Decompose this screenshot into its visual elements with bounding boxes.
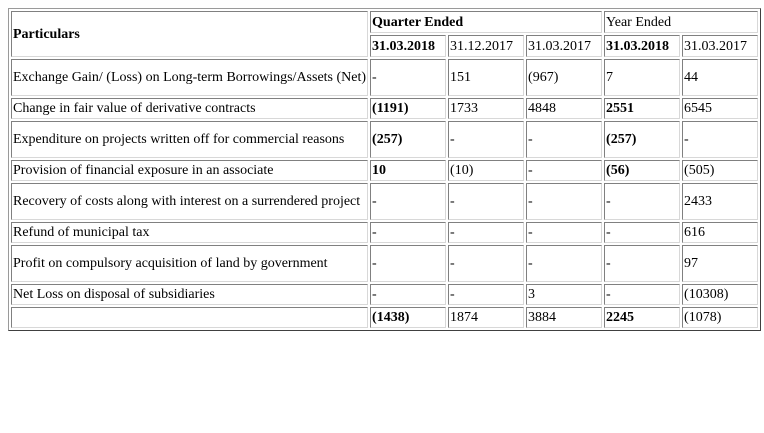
table-row: Provision of financial exposure in an as… — [11, 160, 759, 181]
value-cell: - — [448, 222, 525, 243]
value-cell: - — [370, 284, 447, 305]
date-header: 31.03.2018 — [604, 35, 681, 57]
value-cell: 1733 — [448, 98, 525, 119]
total-cell: (1078) — [682, 307, 759, 328]
value-cell: (10) — [448, 160, 525, 181]
total-cell: 1874 — [448, 307, 525, 328]
value-cell: - — [448, 245, 525, 282]
value-cell: 2551 — [604, 98, 681, 119]
value-cell: - — [526, 245, 603, 282]
value-cell: - — [604, 245, 681, 282]
value-cell: 2433 — [682, 183, 759, 220]
value-cell: 97 — [682, 245, 759, 282]
date-header: 31.03.2018 — [370, 35, 447, 57]
value-cell: - — [604, 222, 681, 243]
value-cell: - — [370, 222, 447, 243]
value-cell: 44 — [682, 59, 759, 96]
value-cell: - — [448, 183, 525, 220]
value-cell: - — [370, 59, 447, 96]
value-cell: - — [682, 121, 759, 158]
value-cell: 6545 — [682, 98, 759, 119]
row-label: Provision of financial exposure in an as… — [11, 160, 369, 181]
table-row: Net Loss on disposal of subsidiaries - -… — [11, 284, 759, 305]
total-row: (1438) 1874 3884 2245 (1078) — [11, 307, 759, 328]
row-label: Refund of municipal tax — [11, 222, 369, 243]
value-cell: 7 — [604, 59, 681, 96]
table-row: Refund of municipal tax - - - - 616 — [11, 222, 759, 243]
value-cell: - — [370, 183, 447, 220]
date-header: 31.03.2017 — [682, 35, 759, 57]
value-cell: - — [370, 245, 447, 282]
value-cell: (505) — [682, 160, 759, 181]
value-cell: (967) — [526, 59, 603, 96]
row-label: Recovery of costs along with interest on… — [11, 183, 369, 220]
year-ended-header: Year Ended — [604, 11, 759, 33]
row-label: Net Loss on disposal of subsidiaries — [11, 284, 369, 305]
total-cell: (1438) — [370, 307, 447, 328]
value-cell: 616 — [682, 222, 759, 243]
value-cell: 4848 — [526, 98, 603, 119]
value-cell: - — [526, 183, 603, 220]
value-cell: - — [448, 121, 525, 158]
total-cell: 2245 — [604, 307, 681, 328]
value-cell: - — [526, 222, 603, 243]
financial-table: Particulars Quarter Ended Year Ended 31.… — [8, 8, 762, 331]
row-label: Change in fair value of derivative contr… — [11, 98, 369, 119]
value-cell: (257) — [604, 121, 681, 158]
total-cell: 3884 — [526, 307, 603, 328]
value-cell: - — [448, 284, 525, 305]
value-cell: (257) — [370, 121, 447, 158]
table-row: Change in fair value of derivative contr… — [11, 98, 759, 119]
value-cell: (1191) — [370, 98, 447, 119]
row-label: Expenditure on projects written off for … — [11, 121, 369, 158]
value-cell: - — [604, 183, 681, 220]
date-header: 31.12.2017 — [448, 35, 525, 57]
value-cell: 151 — [448, 59, 525, 96]
value-cell: (10308) — [682, 284, 759, 305]
date-header: 31.03.2017 — [526, 35, 603, 57]
value-cell: (56) — [604, 160, 681, 181]
total-label — [11, 307, 369, 328]
quarter-ended-header: Quarter Ended — [370, 11, 603, 33]
table-row: Exchange Gain/ (Loss) on Long-term Borro… — [11, 59, 759, 96]
particulars-header: Particulars — [11, 11, 369, 57]
table-row: Profit on compulsory acquisition of land… — [11, 245, 759, 282]
table-row: Expenditure on projects written off for … — [11, 121, 759, 158]
value-cell: - — [526, 160, 603, 181]
value-cell: 3 — [526, 284, 603, 305]
value-cell: - — [604, 284, 681, 305]
row-label: Profit on compulsory acquisition of land… — [11, 245, 369, 282]
table-row: Recovery of costs along with interest on… — [11, 183, 759, 220]
value-cell: - — [526, 121, 603, 158]
value-cell: 10 — [370, 160, 447, 181]
row-label: Exchange Gain/ (Loss) on Long-term Borro… — [11, 59, 369, 96]
